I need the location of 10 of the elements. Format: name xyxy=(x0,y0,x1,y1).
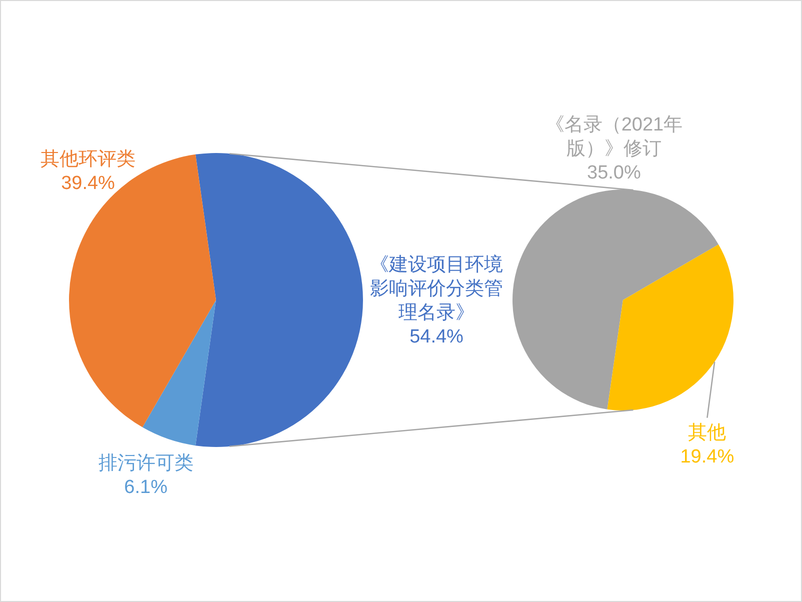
data-label: 54.4% xyxy=(410,326,464,348)
slice-label: 其他 xyxy=(688,422,726,444)
slice-label: 其他环评类 xyxy=(40,148,136,170)
slice-label: 《建设项目环境影响评价分类管理名录》 xyxy=(370,254,503,324)
data-label: 6.1% xyxy=(124,477,168,498)
data-label: 19.4% xyxy=(680,446,734,468)
data-label: 35.0% xyxy=(587,162,641,184)
slice-label: 《名录（2021年版）》修订 xyxy=(545,114,683,160)
data-label: 39.4% xyxy=(61,172,116,194)
slice-label: 排污许可类 xyxy=(98,453,194,474)
